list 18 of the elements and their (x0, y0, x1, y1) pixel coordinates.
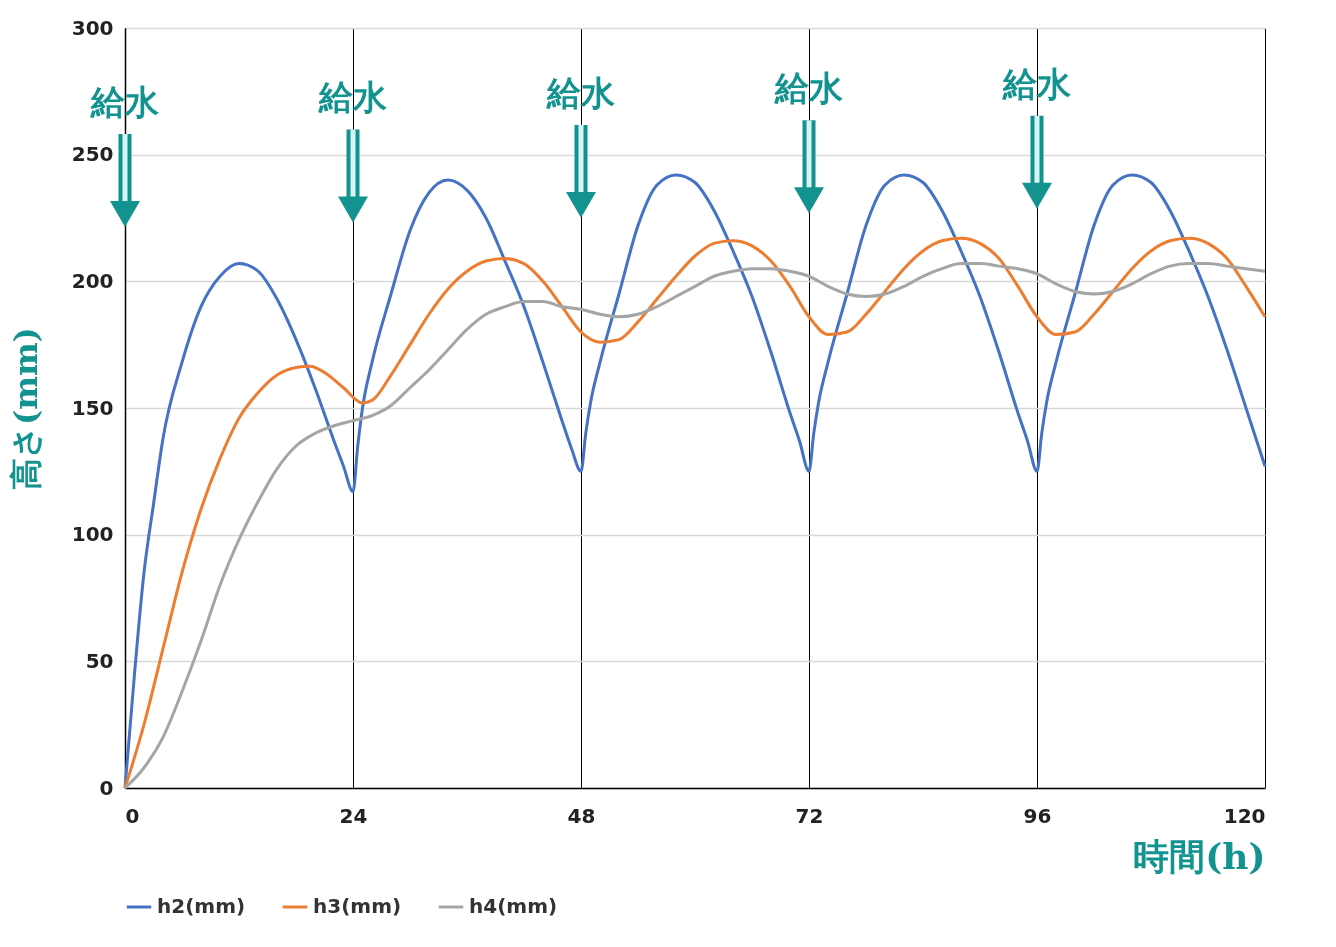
x-tick-label: 48 (567, 803, 596, 828)
x-tick-label: 72 (795, 803, 824, 828)
legend-label: h3(mm) (313, 894, 402, 918)
y-tick-label: 300 (71, 15, 114, 40)
x-tick-label: 0 (125, 803, 140, 828)
x-tick-label: 24 (339, 803, 368, 828)
y-tick-label: 100 (71, 522, 114, 547)
y-tick-label: 150 (71, 395, 114, 420)
x-tick-label: 96 (1023, 803, 1052, 828)
x-tick-label: 120 (1223, 803, 1266, 828)
x-axis-title: 時間(h) (1133, 834, 1266, 877)
y-tick-label: 200 (71, 268, 114, 293)
y-tick-label: 250 (71, 142, 114, 167)
y-tick-label: 0 (99, 775, 114, 800)
legend-label: h2(mm) (157, 894, 246, 918)
legend-label: h4(mm) (469, 894, 558, 918)
y-tick-label: 50 (85, 648, 114, 673)
y-axis-title: 高さ(mm) (6, 327, 45, 490)
